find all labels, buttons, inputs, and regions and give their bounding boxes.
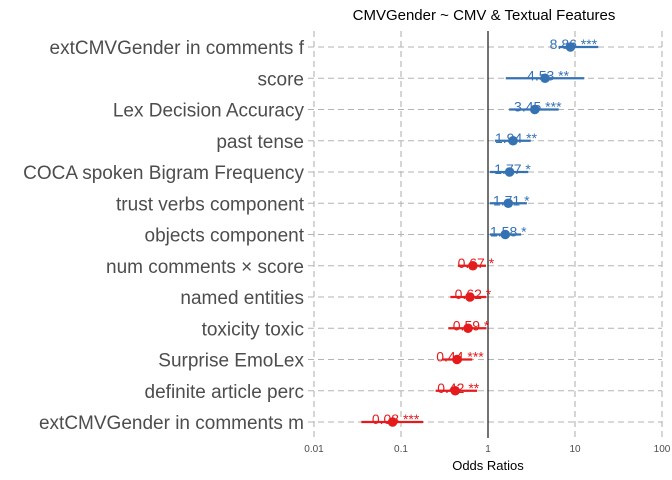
estimate-label: 3.45 *** <box>514 99 562 115</box>
estimate-label: 1.71 * <box>493 192 530 208</box>
estimate-label: 0.44 *** <box>436 349 484 365</box>
grid-layer <box>308 31 663 438</box>
estimate-label: 0.42 ** <box>437 380 480 396</box>
y-tick-label: Lex Decision Accuracy <box>113 101 305 122</box>
x-tick-labels: 0.01 0.1 1 10 100 <box>304 444 671 455</box>
y-tick-label: past tense <box>216 132 304 153</box>
estimate-point <box>503 198 514 209</box>
chart-title: CMVGender ~ CMV & Textual Features <box>353 7 616 24</box>
estimate-point <box>468 260 478 271</box>
y-tick-label: extCMVGender in comments m <box>39 413 304 434</box>
estimate-label: 0.59 * <box>453 317 490 333</box>
estimate-point <box>540 73 550 84</box>
y-tick-label: COCA spoken Bigram Frequency <box>23 163 304 184</box>
x-tick-label: 0.01 <box>304 444 324 455</box>
estimate-label: 8.86 *** <box>550 36 598 52</box>
estimate-label: 0.62 * <box>455 286 492 302</box>
estimate-point <box>450 385 461 396</box>
y-tick-labels: extCMVGender in comments f score Lex Decis… <box>23 38 305 434</box>
estimate-label: 4.53 ** <box>527 67 570 83</box>
estimate-label: 1.58 * <box>490 224 527 240</box>
y-tick-label: definite article perc <box>145 382 304 403</box>
estimate-label: 0.67 * <box>458 255 495 271</box>
estimate-label: 1.94 ** <box>495 130 538 146</box>
estimate-point <box>565 42 576 52</box>
y-tick-label: extCMVGender in comments f <box>50 38 305 59</box>
estimate-point <box>387 417 398 427</box>
x-tick-label: 10 <box>569 444 581 455</box>
y-tick-label: trust verbs component <box>116 194 305 215</box>
estimate-point <box>463 323 473 334</box>
y-tick-label: objects component <box>145 226 305 247</box>
estimate-label: 1.77 * <box>494 161 531 177</box>
y-tick-label: Surprise EmoLex <box>158 351 304 372</box>
y-tick-label: num comments × score <box>106 257 304 278</box>
estimate-point <box>504 167 515 177</box>
x-tick-label: 100 <box>654 444 671 455</box>
estimate-point <box>508 135 518 146</box>
estimate-point <box>500 229 511 240</box>
x-axis-title: Odds Ratios <box>452 458 524 473</box>
estimate-label: 0.08 *** <box>372 411 420 427</box>
y-tick-label: score <box>258 69 304 90</box>
x-tick-label: 0.1 <box>394 444 408 455</box>
marks-layer: 8.86 *** 4.53 ** 3.45 *** 1.94 ** 1.77 * 1.71… <box>361 36 599 427</box>
y-tick-label: named entities <box>180 288 304 309</box>
estimate-point <box>452 354 462 365</box>
estimate-point <box>529 104 540 115</box>
x-tick-label: 1 <box>485 444 491 455</box>
estimate-point <box>465 292 475 302</box>
y-tick-label: toxicity toxic <box>202 319 304 340</box>
